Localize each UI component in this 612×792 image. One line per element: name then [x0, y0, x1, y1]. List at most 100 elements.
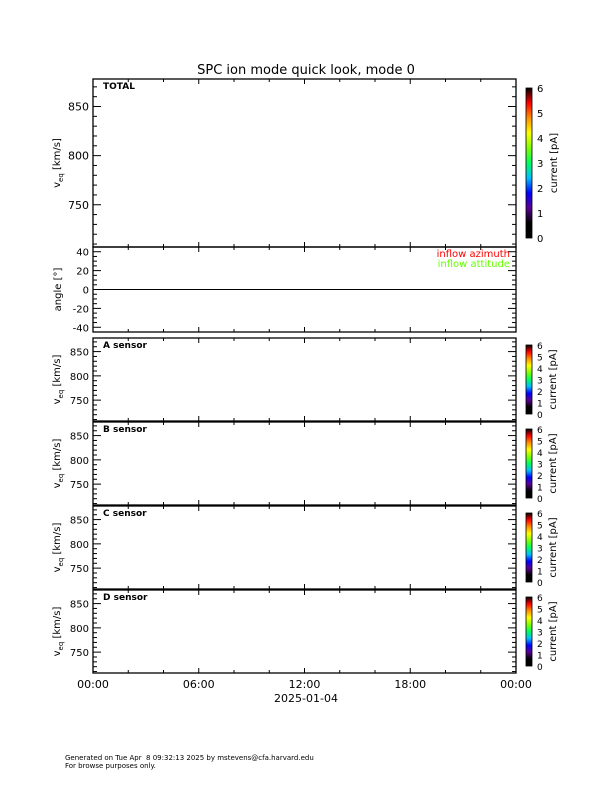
colorbar: [525, 344, 533, 415]
colorbar-tick-label: 1: [537, 652, 543, 662]
colorbar-tick-label: 0: [537, 234, 543, 245]
y-tick-label: 800: [70, 456, 89, 467]
panel-frame: [92, 78, 517, 248]
colorbar: [525, 596, 533, 667]
panel-frame: [92, 337, 517, 422]
colorbar-tick-label: 4: [537, 449, 543, 459]
colorbar-tick-label: 6: [537, 426, 543, 436]
y-tick-label: -20: [73, 304, 89, 315]
y-axis-label: veq [km/s]: [52, 523, 65, 573]
y-axis-label: veq [km/s]: [52, 607, 65, 657]
panel-frame: [92, 505, 517, 590]
colorbar-tick-label: 5: [537, 354, 543, 364]
x-tick-label: 18:00: [394, 678, 426, 691]
footer-generated: Generated on Tue Apr 8 09:32:13 2025 by …: [65, 754, 314, 762]
colorbar-tick-label: 0: [537, 495, 543, 505]
colorbar-tick-label: 5: [537, 522, 543, 532]
colorbar-tick-label: 6: [537, 342, 543, 352]
y-axis-label: veq [km/s]: [52, 138, 65, 188]
colorbar-tick-label: 2: [537, 472, 543, 482]
legend-entry: inflow azimuth: [437, 249, 510, 260]
chart-title: SPC ion mode quick look, mode 0: [197, 63, 415, 78]
y-tick-label: 850: [70, 600, 89, 611]
x-tick-label: 06:00: [183, 678, 215, 691]
y-tick-label: 750: [70, 480, 89, 491]
colorbar-label: current [pA]: [548, 349, 559, 409]
colorbar-tick-label: 2: [537, 640, 543, 650]
colorbar-tick-label: 5: [537, 438, 543, 448]
colorbar-tick-label: 0: [537, 411, 543, 421]
x-tick-label: 12:00: [289, 678, 321, 691]
panel-label: A sensor: [103, 341, 148, 351]
y-tick-label: 850: [70, 348, 89, 359]
colorbar-tick-label: 5: [537, 109, 543, 120]
colorbar-tick-label: 2: [537, 556, 543, 566]
colorbar: [525, 87, 533, 239]
footer-note: For browse purposes only.: [65, 762, 156, 770]
colorbar-tick-label: 0: [537, 579, 543, 589]
colorbar-label: current [pA]: [548, 433, 559, 493]
panel-label: D sensor: [103, 593, 148, 603]
colorbar-tick-label: 6: [537, 84, 543, 95]
y-tick-label: 750: [70, 564, 89, 575]
y-tick-label: 20: [76, 267, 89, 278]
panel-frame: [92, 589, 517, 674]
colorbar-tick-label: 3: [537, 461, 543, 471]
colorbar-tick-label: 1: [537, 484, 543, 494]
colorbar-tick-label: 4: [537, 617, 543, 627]
colorbar-tick-label: 3: [537, 629, 543, 639]
y-tick-label: 750: [70, 648, 89, 659]
colorbar-tick-label: 6: [537, 594, 543, 604]
colorbar-tick-label: 0: [537, 663, 543, 673]
colorbar: [525, 428, 533, 499]
colorbar-tick-label: 4: [537, 365, 543, 375]
x-tick-label: 00:00: [77, 678, 109, 691]
colorbar: [525, 512, 533, 583]
colorbar-label: current [pA]: [549, 133, 560, 193]
x-date-label: 2025-01-04: [274, 692, 338, 705]
panel-c: 750 800 850 veq [km/s] C sensor 01 23 45 6 curren…: [52, 505, 559, 590]
panel-label: TOTAL: [103, 82, 135, 92]
y-tick-label: 800: [68, 150, 89, 163]
colorbar-tick-label: 6: [537, 510, 543, 520]
panel-frame: [92, 421, 517, 506]
y-tick-label: 850: [70, 432, 89, 443]
y-tick-label: 850: [70, 516, 89, 527]
panel-b: 750 800 850 veq [km/s] B sensor 01 23 45 6 curren…: [52, 421, 559, 506]
y-axis-label: veq [km/s]: [52, 355, 65, 405]
colorbar-tick-label: 3: [537, 377, 543, 387]
colorbar-tick-label: 5: [537, 606, 543, 616]
colorbar-tick-label: 2: [537, 388, 543, 398]
panel-label: B sensor: [103, 425, 147, 435]
panel-angle: -40 -20 0 20 40 angle [°] inflow azimuthinflow…: [53, 246, 517, 334]
colorbar-tick-label: 1: [537, 400, 543, 410]
colorbar-tick-label: 4: [537, 533, 543, 543]
panel-a: 750 800 850 veq [km/s] A sensor 01 23 45 6 curren…: [52, 337, 559, 422]
x-tick-label: 00:00: [500, 678, 532, 691]
colorbar-tick-label: 4: [537, 134, 543, 145]
y-tick-label: -40: [73, 323, 89, 334]
colorbar-label: current [pA]: [548, 601, 559, 661]
y-tick-label: 800: [70, 624, 89, 635]
colorbar-tick-label: 3: [537, 159, 543, 170]
y-tick-label: 800: [70, 372, 89, 383]
colorbar-tick-label: 1: [537, 209, 543, 220]
y-tick-label: 40: [76, 248, 89, 259]
y-tick-label: 750: [68, 199, 89, 212]
y-tick-label: 850: [68, 101, 89, 114]
colorbar-tick-label: 2: [537, 184, 543, 195]
panel-d: 750 800 850 veq [km/s] D sensor 01 23 45 6 curren…: [52, 589, 559, 674]
y-axis-label: angle [°]: [53, 268, 64, 312]
y-axis-label: veq [km/s]: [52, 439, 65, 489]
legend-entry: inflow attitude: [438, 259, 510, 270]
y-tick-label: 800: [70, 540, 89, 551]
footer: Generated on Tue Apr 8 09:32:13 2025 by …: [65, 754, 314, 770]
y-tick-label: 750: [70, 396, 89, 407]
colorbar-tick-label: 3: [537, 545, 543, 555]
colorbar-tick-label: 1: [537, 568, 543, 578]
colorbar-label: current [pA]: [548, 517, 559, 577]
panel-total: 750 800 850 veq [km/s] TOTAL 0 1 2 3 4 5 6 current […: [52, 78, 560, 248]
panel-label: C sensor: [103, 509, 147, 519]
y-tick-label: 0: [83, 286, 89, 297]
